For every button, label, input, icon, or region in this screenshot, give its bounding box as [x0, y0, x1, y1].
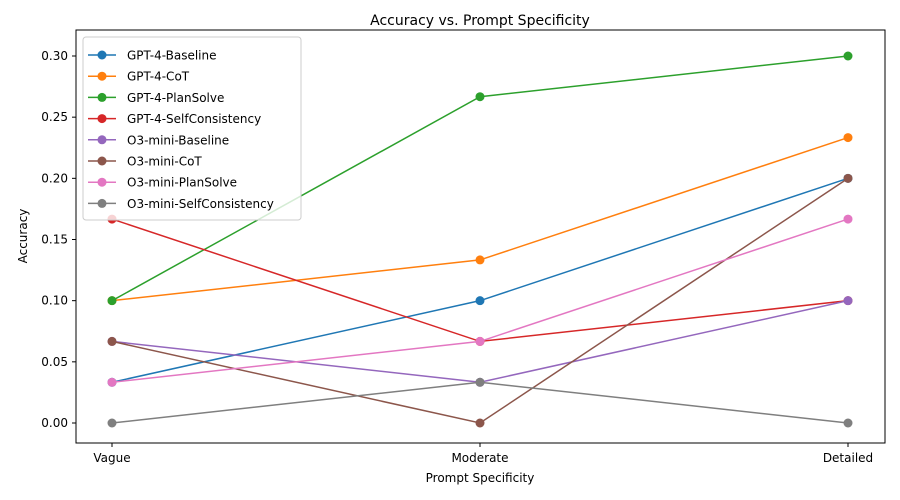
data-point-marker [843, 51, 853, 61]
legend-item: O3-mini-CoT [88, 155, 202, 169]
data-point-marker [475, 377, 485, 387]
legend-label: O3-mini-SelfConsistency [127, 197, 274, 211]
y-tick-label: 0.15 [41, 233, 68, 247]
legend-marker-icon [97, 135, 107, 145]
legend-marker-icon [97, 71, 107, 81]
data-point-marker [843, 133, 853, 143]
series-line [111, 381, 849, 424]
legend-marker-icon [97, 156, 107, 166]
legend-label: GPT-4-PlanSolve [127, 91, 224, 105]
legend-frame [82, 36, 302, 221]
legend-item: GPT-4-Baseline [88, 49, 217, 63]
x-tick-label: Vague [93, 451, 130, 465]
x-axis: Vague Moderate Detailed [93, 443, 873, 465]
data-point-marker [475, 92, 485, 102]
legend-item: GPT-4-SelfConsistency [88, 112, 261, 126]
data-point-marker [475, 296, 485, 306]
legend-label: O3-mini-CoT [127, 155, 202, 169]
data-point-marker [843, 418, 853, 428]
legend-marker-icon [97, 114, 107, 124]
y-tick-label: 0.00 [41, 416, 68, 430]
y-tick-label: 0.10 [41, 294, 68, 308]
series-o3-mini-selfconsistency [107, 377, 853, 428]
data-point-marker [843, 296, 853, 306]
x-axis-title: Prompt Specificity [426, 471, 535, 485]
data-point-marker [475, 336, 485, 346]
data-point-marker [107, 418, 117, 428]
data-point-marker [475, 418, 485, 428]
legend-item: O3-mini-PlanSolve [88, 176, 237, 190]
y-tick-label: 0.20 [41, 171, 68, 185]
legend-label: GPT-4-SelfConsistency [127, 112, 261, 126]
data-point-marker [107, 336, 117, 346]
data-point-marker [843, 214, 853, 224]
data-point-marker [107, 296, 117, 306]
legend-marker-icon [97, 50, 107, 60]
legend-item: O3-mini-Baseline [88, 133, 229, 147]
series-gpt-4-plansolve [107, 51, 853, 306]
legend-label: O3-mini-PlanSolve [127, 176, 237, 190]
series-o3-mini-plansolve [107, 214, 853, 387]
y-tick-label: 0.05 [41, 355, 68, 369]
legend-marker-icon [97, 198, 107, 208]
data-point-marker [107, 377, 117, 387]
legend-label: GPT-4-CoT [127, 70, 190, 84]
y-tick-label: 0.30 [41, 49, 68, 63]
y-tick-label: 0.25 [41, 110, 68, 124]
x-tick-label: Detailed [823, 451, 873, 465]
legend-marker-icon [97, 177, 107, 187]
legend-item: O3-mini-SelfConsistency [88, 197, 274, 211]
chart-title: Accuracy vs. Prompt Specificity [370, 13, 590, 29]
legend-label: GPT-4-Baseline [127, 49, 217, 63]
legend-item: GPT-4-PlanSolve [88, 91, 224, 105]
plot-lines [107, 51, 853, 428]
x-tick-label: Moderate [451, 451, 508, 465]
data-point-marker [843, 173, 853, 183]
legend-marker-icon [97, 92, 107, 102]
y-axis-title: Accuracy [16, 209, 30, 264]
legend: GPT-4-Baseline GPT-4-CoT GPT-4-PlanSolve GP… [82, 36, 302, 221]
data-point-marker [475, 255, 485, 265]
legend-label: O3-mini-Baseline [127, 133, 229, 147]
y-axis: 0.00 0.05 0.10 0.15 0.20 0.25 0.30 [41, 49, 76, 430]
series-line [111, 218, 849, 343]
legend-item: GPT-4-CoT [88, 70, 190, 84]
series-gpt-4-selfconsistency [107, 214, 853, 346]
